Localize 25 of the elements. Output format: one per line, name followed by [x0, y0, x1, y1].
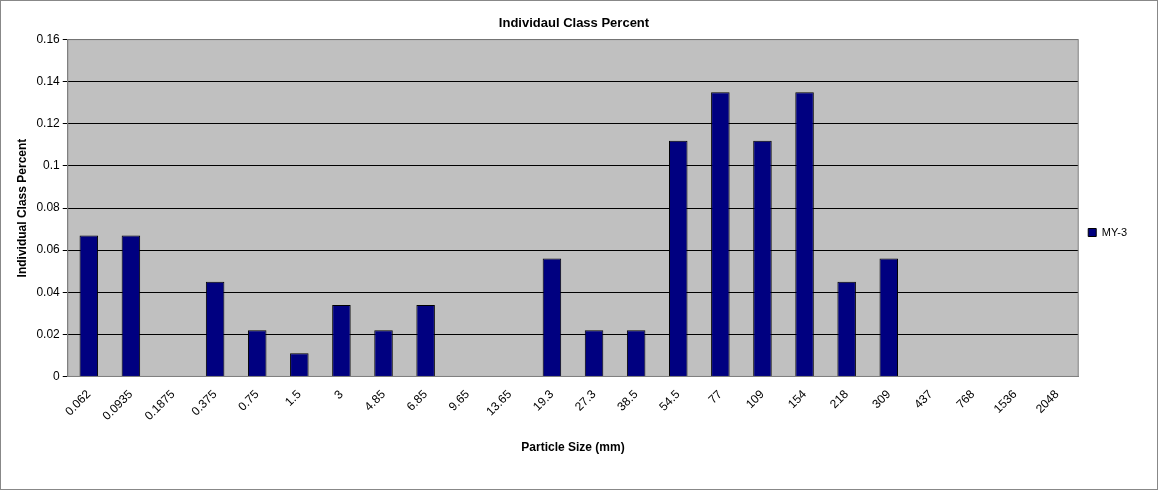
y-tick-label: 0: [53, 368, 61, 383]
y-axis-title: Individual Class Percent: [14, 138, 29, 278]
y-tick-label: 0.06: [36, 242, 61, 257]
x-tick-label: 1.5: [282, 386, 305, 409]
x-axis-title: Particle Size (mm): [521, 440, 625, 455]
chart-title: Individaul Class Percent: [498, 15, 650, 31]
y-tick-label: 0.12: [36, 116, 61, 131]
y-tick-label: 0.16: [36, 31, 61, 46]
y-tick-label: 0.02: [36, 326, 61, 341]
x-tick-label: 6.85: [403, 386, 431, 414]
legend-label: MY-3: [1101, 225, 1128, 238]
x-tick-label: 437: [911, 386, 936, 412]
y-tick-label: 0.08: [36, 200, 61, 215]
x-tick-label: 77: [705, 386, 726, 407]
x-tick-label: 109: [742, 386, 768, 412]
x-tick-label: 154: [784, 386, 810, 412]
x-tick-label: 0.75: [235, 386, 262, 414]
x-tick-label: 3: [331, 386, 347, 402]
x-tick-label: 218: [827, 386, 852, 412]
x-tick-label: 4.85: [361, 386, 389, 414]
x-tick-label: 768: [953, 386, 978, 412]
x-tick-label: 309: [869, 386, 894, 412]
y-tick-label: 0.04: [36, 284, 61, 299]
y-tick-label: 0.1: [43, 158, 61, 173]
y-tick-label: 0.14: [36, 74, 61, 89]
